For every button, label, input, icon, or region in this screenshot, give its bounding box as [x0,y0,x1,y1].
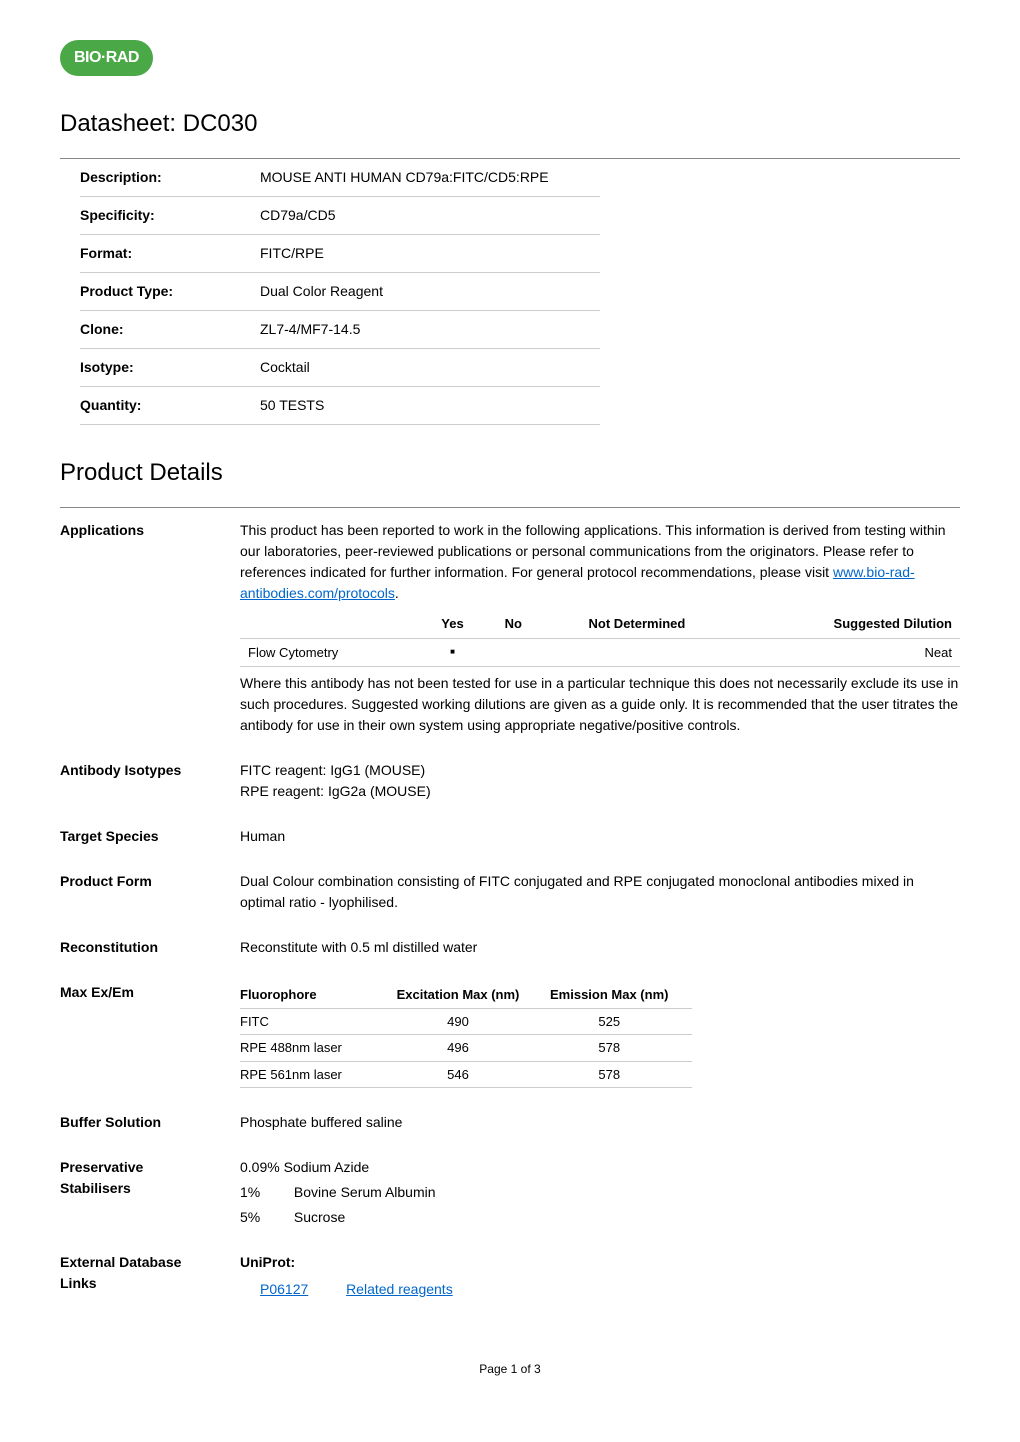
stabiliser-pct1: 1% [240,1182,290,1203]
isotypes-content: FITC reagent: IgG1 (MOUSE) RPE reagent: … [240,760,960,802]
reconstitution-label: Reconstitution [60,937,240,958]
product-info-label: Description: [80,159,260,197]
product-form-label: Product Form [60,871,240,892]
product-info-label: Isotype: [80,349,260,387]
page-footer: Page 1 of 3 [60,1360,960,1378]
product-info-value: MOUSE ANTI HUMAN CD79a:FITC/CD5:RPE [260,159,600,197]
product-info-row: Isotype:Cocktail [80,349,600,387]
app-header-no: No [485,610,541,638]
preservative-content: 0.09% Sodium Azide 1% Bovine Serum Album… [240,1157,960,1228]
isotypes-label: Antibody Isotypes [60,760,240,781]
applications-table: Yes No Not Determined Suggested Dilution… [240,610,960,667]
product-info-label: Clone: [80,311,260,349]
fluorophore-excitation: 496 [390,1035,550,1062]
fluorophore-table: Fluorophore Excitation Max (nm) Emission… [240,982,692,1088]
product-info-row: Description:MOUSE ANTI HUMAN CD79a:FITC/… [80,159,600,197]
stabiliser-val2: Sucrose [294,1209,345,1225]
product-details-title: Product Details [60,455,960,491]
product-info-value: FITC/RPE [260,235,600,273]
reconstitution-row: Reconstitution Reconstitute with 0.5 ml … [60,937,960,958]
applications-row: Applications This product has been repor… [60,520,960,736]
product-info-label: Specificity: [80,197,260,235]
app-header-yes: Yes [420,610,485,638]
fluorophore-emission: 525 [550,1008,692,1035]
product-info-row: Clone:ZL7-4/MF7-14.5 [80,311,600,349]
product-info-table: Description:MOUSE ANTI HUMAN CD79a:FITC/… [80,159,600,425]
product-info-value: ZL7-4/MF7-14.5 [260,311,600,349]
external-db-label: External Database Links [60,1252,240,1294]
fluoro-header-name: Fluorophore [240,982,390,1008]
fluorophore-row: FITC490525 [240,1008,692,1035]
product-info-row: Product Type:Dual Color Reagent [80,273,600,311]
product-info-row: Specificity:CD79a/CD5 [80,197,600,235]
external-db-row: External Database Links UniProt: P06127 … [60,1252,960,1300]
fluorophore-row: RPE 488nm laser496578 [240,1035,692,1062]
preservative-line1: 0.09% Sodium Azide [240,1157,960,1178]
fluoro-header-em: Emission Max (nm) [550,982,692,1008]
reconstitution-value: Reconstitute with 0.5 ml distilled water [240,937,960,958]
app-row-yes: ■ [420,638,485,667]
fluorophore-name: RPE 488nm laser [240,1035,390,1062]
product-info-row: Quantity:50 TESTS [80,387,600,425]
fluoro-header-ex: Excitation Max (nm) [390,982,550,1008]
fluorophore-name: FITC [240,1008,390,1035]
logo-badge: BIO·RAD [60,40,960,76]
buffer-row: Buffer Solution Phosphate buffered salin… [60,1112,960,1133]
max-ex-em-row: Max Ex/Em Fluorophore Excitation Max (nm… [60,982,960,1088]
fluorophore-emission: 578 [550,1035,692,1062]
preservative-label2: Stabilisers [60,1178,240,1199]
fluorophore-excitation: 490 [390,1008,550,1035]
isotypes-row: Antibody Isotypes FITC reagent: IgG1 (MO… [60,760,960,802]
isotypes-line2: RPE reagent: IgG2a (MOUSE) [240,781,960,802]
external-db-content: UniProt: P06127 Related reagents [240,1252,960,1300]
buffer-label: Buffer Solution [60,1112,240,1133]
applications-label: Applications [60,520,240,541]
preservative-row: Preservative Stabilisers 0.09% Sodium Az… [60,1157,960,1228]
fluorophore-excitation: 546 [390,1061,550,1088]
stabiliser-pct2: 5% [240,1207,290,1228]
logo-text: BIO·RAD [60,40,153,76]
target-species-row: Target Species Human [60,826,960,847]
product-info-value: Cocktail [260,349,600,387]
product-info-label: Quantity: [80,387,260,425]
app-row-name: Flow Cytometry [240,638,420,667]
uniprot-label: UniProt: [240,1252,960,1273]
uniprot-id-link[interactable]: P06127 [260,1281,308,1297]
product-info-row: Format:FITC/RPE [80,235,600,273]
fluorophore-name: RPE 561nm laser [240,1061,390,1088]
product-info-label: Format: [80,235,260,273]
app-row-suggested: Neat [732,638,960,667]
max-ex-em-content: Fluorophore Excitation Max (nm) Emission… [240,982,960,1088]
external-db-label2: Links [60,1273,240,1294]
product-info-value: CD79a/CD5 [260,197,600,235]
preservative-label1: Preservative [60,1157,240,1178]
app-header-suggested: Suggested Dilution [732,610,960,638]
product-form-value: Dual Colour combination consisting of FI… [240,871,960,913]
applications-note: Where this antibody has not been tested … [240,673,960,736]
fluorophore-row: RPE 561nm laser546578 [240,1061,692,1088]
external-db-label1: External Database [60,1252,240,1273]
product-form-row: Product Form Dual Colour combination con… [60,871,960,913]
product-info-label: Product Type: [80,273,260,311]
product-info-value: Dual Color Reagent [260,273,600,311]
buffer-value: Phosphate buffered saline [240,1112,960,1133]
stabiliser-val1: Bovine Serum Albumin [294,1184,436,1200]
fluorophore-emission: 578 [550,1061,692,1088]
divider [60,507,960,508]
product-info-value: 50 TESTS [260,387,600,425]
preservative-label: Preservative Stabilisers [60,1157,240,1199]
applications-content: This product has been reported to work i… [240,520,960,736]
isotypes-line1: FITC reagent: IgG1 (MOUSE) [240,760,960,781]
max-ex-em-label: Max Ex/Em [60,982,240,1003]
datasheet-title: Datasheet: DC030 [60,106,960,142]
related-reagents-link[interactable]: Related reagents [346,1281,453,1297]
target-species-value: Human [240,826,960,847]
period: . [395,585,399,601]
app-header-notdet: Not Determined [541,610,732,638]
target-species-label: Target Species [60,826,240,847]
